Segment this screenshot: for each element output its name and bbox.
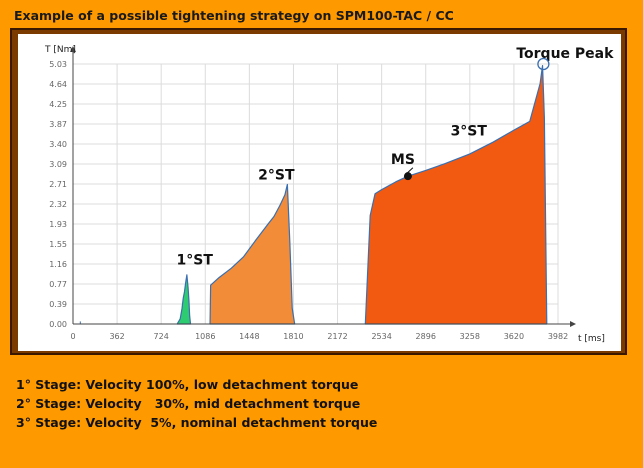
y-tick-label: 1.55: [49, 240, 67, 249]
annotation-label: 2°ST: [258, 167, 295, 183]
annotations: 1°ST 2°ST 3°ST MS Torque Peak: [177, 46, 615, 269]
y-tick-label: 2.32: [49, 200, 67, 209]
stage-2-description: 2° Stage: Velocity 30%, mid detachment t…: [16, 396, 361, 411]
x-tick-label: 3620: [504, 332, 524, 341]
x-tick-label: 2896: [416, 332, 436, 341]
y-tick-label: 5.03: [49, 60, 67, 69]
x-tick-label: 3982: [548, 332, 568, 341]
torque-peak-marker: [537, 57, 550, 71]
stage-3-description: 3° Stage: Velocity 5%, nominal detachmen…: [16, 415, 378, 430]
x-tick-label: 362: [109, 332, 124, 341]
y-tick-label: 1.93: [49, 220, 67, 229]
annotation-label: MS: [391, 152, 415, 168]
y-tick-label: 1.16: [49, 260, 67, 269]
y-tick-label: 3.40: [49, 140, 67, 149]
stage-descriptions: 1° Stage: Velocity 100%, low detachment …: [16, 375, 377, 432]
torque-chart: 0 362 724 1086 1448 1810 2172 2534 2896 3258 3620 3…: [18, 34, 621, 351]
series-area-2: [209, 183, 296, 325]
y-tick-label: 3.87: [49, 120, 67, 129]
tick-labels: 0 362 724 1086 1448 1810 2172 2534 2896 3258 3620 3…: [44, 45, 605, 344]
y-tick-label: 0.00: [49, 320, 67, 329]
series-areas: [79, 64, 548, 325]
y-tick-label: 3.09: [49, 160, 67, 169]
x-tick-label: 3258: [460, 332, 480, 341]
annotation-label: 3°ST: [451, 123, 488, 139]
annotation-label: Torque Peak: [516, 46, 614, 62]
page-title: Example of a possible tightening strateg…: [14, 8, 454, 23]
series-area-1: [176, 274, 192, 325]
x-tick-label: 1448: [239, 332, 259, 341]
x-tick-label: 1086: [195, 332, 215, 341]
y-tick-label: 4.64: [49, 80, 67, 89]
x-axis-label: t [ms]: [578, 334, 605, 344]
y-axis-label: T [Nm]: [44, 45, 76, 55]
x-axis-arrow: [570, 321, 576, 327]
annotation-label: 1°ST: [177, 253, 214, 269]
x-tick-label: 724: [154, 332, 169, 341]
x-tick-label: 0: [70, 332, 75, 341]
series-area-3: [364, 64, 548, 325]
y-tick-label: 2.71: [49, 180, 67, 189]
x-tick-label: 1810: [283, 332, 303, 341]
x-tick-label: 2534: [371, 332, 391, 341]
y-tick-label: 0.39: [49, 300, 67, 309]
y-axis-arrow: [70, 46, 76, 52]
y-tick-label: 0.77: [49, 280, 67, 289]
y-tick-label: 4.25: [49, 100, 67, 109]
ms-marker: [403, 172, 412, 181]
x-tick-label: 2172: [327, 332, 347, 341]
stage-1-description: 1° Stage: Velocity 100%, low detachment …: [16, 377, 359, 392]
chart-frame: 0 362 724 1086 1448 1810 2172 2534 2896 3258 3620 3…: [10, 28, 627, 355]
axes: [70, 46, 576, 327]
